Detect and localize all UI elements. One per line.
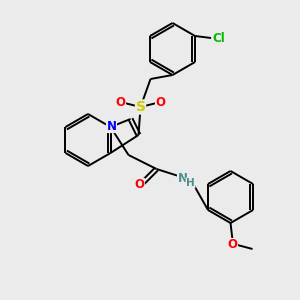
Text: O: O bbox=[116, 95, 125, 109]
Text: O: O bbox=[155, 95, 166, 109]
Text: O: O bbox=[227, 238, 238, 251]
Text: Cl: Cl bbox=[213, 32, 225, 44]
Text: N: N bbox=[178, 172, 188, 184]
Text: S: S bbox=[136, 100, 146, 114]
Text: H: H bbox=[186, 178, 195, 188]
Text: N: N bbox=[106, 119, 116, 133]
Text: O: O bbox=[134, 178, 145, 191]
